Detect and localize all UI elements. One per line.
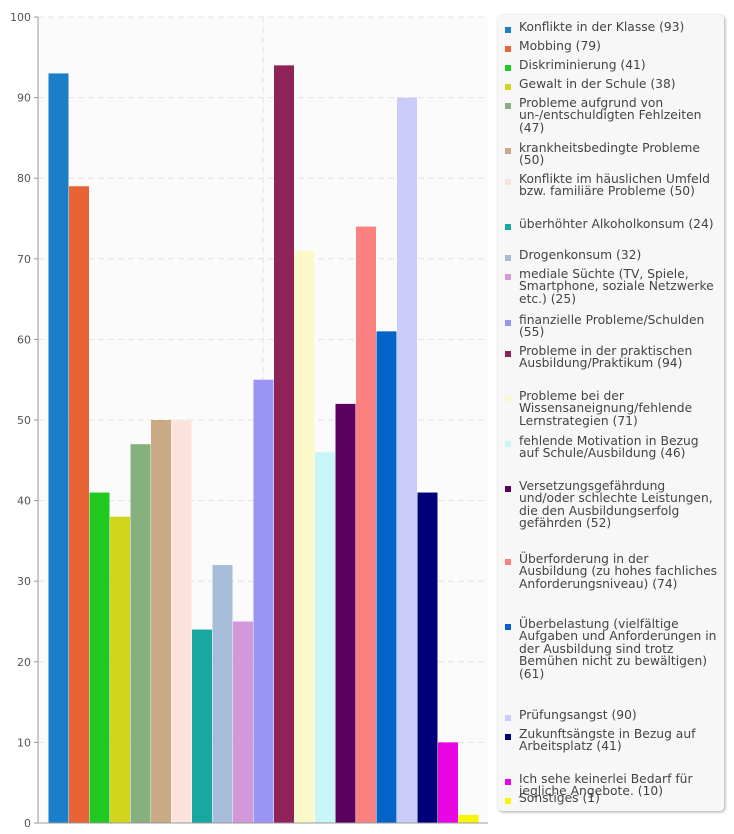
y-tick-label: 20 xyxy=(17,656,31,669)
legend-swatch xyxy=(505,396,511,402)
y-tick-label: 0 xyxy=(24,817,31,830)
legend-swatch xyxy=(505,255,511,261)
legend-swatch xyxy=(505,624,511,630)
legend-label: Probleme bei der Wissensaneignung/fehlen… xyxy=(519,389,693,428)
legend-label: Konflikte im häuslichen Umfeld bzw. fami… xyxy=(519,172,710,199)
legend-swatch xyxy=(505,224,511,230)
bar[interactable] xyxy=(212,565,233,823)
legend-label: mediale Süchte (TV, Spiele, Smartphone, … xyxy=(519,267,714,306)
legend-swatch xyxy=(505,148,511,154)
legend-label: Sonstiges (1) xyxy=(519,791,600,805)
legend-swatch xyxy=(505,715,511,721)
y-tick-label: 50 xyxy=(17,414,31,427)
y-tick-label: 10 xyxy=(17,736,31,749)
bar[interactable] xyxy=(438,742,458,823)
legend-swatch xyxy=(505,734,511,740)
legend-label: Überforderung in der Ausbildung (zu hohe… xyxy=(519,552,718,591)
legend-swatch xyxy=(505,441,511,447)
bar[interactable] xyxy=(458,814,479,823)
y-tick-label: 60 xyxy=(17,333,31,346)
legend-swatch xyxy=(505,84,511,90)
bar[interactable] xyxy=(110,516,130,823)
bar[interactable] xyxy=(274,65,294,824)
bar[interactable] xyxy=(315,452,335,823)
legend-label: Zukunftsängste in Bezug auf Arbeitsplatz… xyxy=(519,727,696,754)
bar[interactable] xyxy=(192,629,212,823)
legend-swatch xyxy=(505,320,511,326)
bar[interactable] xyxy=(417,492,438,823)
legend-swatch xyxy=(505,46,511,52)
bar-chart: 0 10 20 30 40 50 60 70 80 90 100 xyxy=(10,11,488,830)
legend-label: Ich sehe keinerlei Bedarf für jegliche A… xyxy=(519,772,693,799)
legend-swatch xyxy=(505,27,511,33)
legend-label: fehlende Motivation in Bezug auf Schule/… xyxy=(519,434,699,461)
legend-swatch xyxy=(505,179,511,185)
legend-swatch xyxy=(505,779,511,785)
legend-label: Diskriminierung (41) xyxy=(519,58,646,72)
legend-label: Konflikte in der Klasse (93) xyxy=(519,20,685,34)
legend-label: finanzielle Probleme/Schulden (55) xyxy=(519,313,705,340)
legend-label: Überbelastung (vielfältige Aufgaben und … xyxy=(519,617,717,681)
legend-swatch xyxy=(505,351,511,357)
legend-label: Gewalt in der Schule (38) xyxy=(519,77,676,91)
bar[interactable] xyxy=(335,403,356,823)
bars xyxy=(48,65,479,824)
bar[interactable] xyxy=(171,420,192,823)
bar[interactable] xyxy=(233,621,253,824)
legend: Konflikte in der Klasse (93) Mobbing (79)… xyxy=(498,15,724,811)
legend-label: Mobbing (79) xyxy=(519,39,601,53)
legend-swatch xyxy=(505,274,511,280)
bar[interactable] xyxy=(397,97,417,824)
y-tick-label: 80 xyxy=(17,172,31,185)
legend-label: Probleme in der praktischen Ausbildung/P… xyxy=(519,344,693,371)
y-tick-labels: 0 10 20 30 40 50 60 70 80 90 100 xyxy=(10,11,38,830)
bar[interactable] xyxy=(294,250,315,824)
bar[interactable] xyxy=(69,186,89,823)
legend-label: Probleme aufgrund von un-/entschuldigten… xyxy=(519,96,702,135)
bar[interactable] xyxy=(48,73,69,824)
legend-label: Drogenkonsum (32) xyxy=(519,248,642,262)
legend-label: Versetzungsgefährdung und/oder schlechte… xyxy=(519,479,713,531)
bar[interactable] xyxy=(89,492,110,823)
legend-swatch xyxy=(505,559,511,565)
legend-label: krankheitsbedingte Probleme (50) xyxy=(519,141,700,168)
legend-swatch xyxy=(505,103,511,109)
legend-swatch xyxy=(505,65,511,71)
legend-swatch xyxy=(505,798,511,804)
y-tick-label: 30 xyxy=(17,575,31,588)
y-tick-label: 70 xyxy=(17,253,31,266)
bar[interactable] xyxy=(130,444,151,823)
y-tick-label: 100 xyxy=(10,11,31,24)
legend-label: Prüfungsangst (90) xyxy=(519,708,637,722)
y-tick-label: 40 xyxy=(17,495,31,508)
bar[interactable] xyxy=(376,331,397,823)
bar[interactable] xyxy=(253,379,274,823)
bar[interactable] xyxy=(356,226,376,823)
y-tick-label: 90 xyxy=(17,92,31,105)
legend-swatch xyxy=(505,486,511,492)
bar[interactable] xyxy=(151,420,171,823)
legend-label: überhöhter Alkoholkonsum (24) xyxy=(519,217,714,231)
